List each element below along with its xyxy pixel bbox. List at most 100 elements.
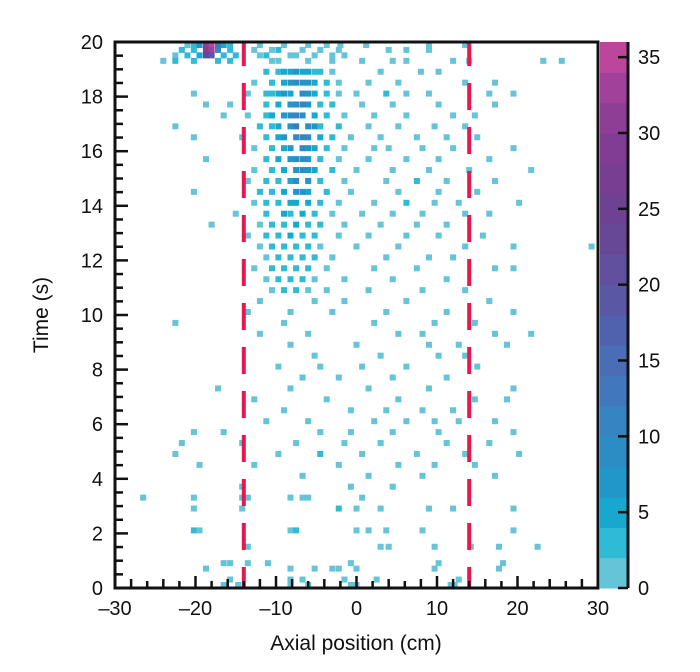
- heatmap-cell: [268, 112, 275, 119]
- heatmap-cell: [293, 112, 300, 119]
- heatmap-cell: [317, 101, 324, 108]
- heatmap-cell: [196, 52, 203, 59]
- heatmap-cell: [516, 199, 523, 206]
- heatmap-cell: [395, 461, 402, 468]
- heatmap-cell: [281, 221, 288, 228]
- heatmap-cell: [232, 52, 239, 59]
- heatmap-cell: [299, 79, 306, 86]
- heatmap-cell: [347, 134, 354, 141]
- heatmap-cell: [190, 42, 197, 49]
- heatmap-cell: [403, 363, 410, 370]
- heatmap-cell: [353, 527, 360, 534]
- heatmap-cell: [504, 396, 511, 403]
- heatmap-cell: [305, 68, 312, 75]
- heatmap-cell: [220, 581, 227, 588]
- heatmap-cell: [311, 167, 318, 174]
- heatmap-cell: [385, 145, 392, 152]
- heatmap-cell: [287, 341, 294, 348]
- colorbar-band: [600, 254, 628, 286]
- heatmap-cell: [190, 46, 197, 53]
- heatmap-cell: [335, 46, 342, 53]
- heatmap-cell: [202, 565, 209, 572]
- heatmap-cell: [403, 232, 410, 239]
- heatmap-cell: [347, 407, 354, 414]
- heatmap-cell: [256, 52, 263, 59]
- heatmap-cell: [395, 330, 402, 337]
- heatmap-cell: [347, 188, 354, 195]
- heatmap-cell: [510, 429, 517, 436]
- heatmap-cell: [359, 494, 366, 501]
- heatmap-cell: [299, 576, 306, 583]
- heatmap-cell: [383, 407, 390, 414]
- heatmap-cell: [208, 42, 215, 49]
- heatmap-cell: [435, 156, 442, 163]
- heatmap-cell: [528, 330, 535, 337]
- heatmap-cell: [268, 287, 275, 294]
- colorbar-band: [600, 436, 628, 468]
- heatmap-cell: [281, 188, 288, 195]
- heatmap-cell: [516, 450, 523, 457]
- axes: –30 –20 –10 0 10 20 30 0 2 4 6 8 10 12 14 16 18 20: [81, 32, 609, 620]
- heatmap-cell: [431, 319, 438, 326]
- heatmap-cell: [435, 101, 442, 108]
- heatmap-cell: [317, 221, 324, 228]
- heatmap-cell: [323, 396, 330, 403]
- heatmap-cell: [347, 581, 354, 588]
- heatmap-cell: [251, 145, 258, 152]
- heatmap-cell: [335, 565, 342, 572]
- heatmap-cell: [510, 243, 517, 250]
- heatmap-cell: [365, 79, 372, 86]
- heatmap-cell: [474, 363, 481, 370]
- heatmap-cell: [190, 527, 197, 534]
- heatmap-cell: [335, 505, 342, 512]
- heatmap-cell: [299, 210, 306, 217]
- heatmap-cell: [389, 374, 396, 381]
- heatmap-cell: [353, 341, 360, 348]
- heatmap-cell: [385, 46, 392, 53]
- heatmap-cell: [359, 101, 366, 108]
- heatmap-cell: [588, 243, 595, 250]
- heatmap-cell: [293, 440, 300, 447]
- heatmap-cell: [462, 450, 469, 457]
- heatmap-cell: [329, 565, 336, 572]
- heatmap-cell: [486, 156, 493, 163]
- heatmap-cell: [311, 298, 318, 305]
- heatmap-cell: [293, 101, 300, 108]
- heatmap-cell: [293, 188, 300, 195]
- heatmap-cell: [244, 232, 251, 239]
- heatmap-cell: [455, 199, 462, 206]
- heatmap-cell: [263, 418, 270, 425]
- heatmap-cell: [365, 123, 372, 130]
- heatmap-cell: [371, 319, 378, 326]
- heatmap-cell: [311, 123, 318, 130]
- heatmap-cell: [293, 123, 300, 130]
- heatmap-cell: [215, 42, 222, 49]
- y-tick-label: 14: [81, 196, 103, 218]
- heatmap-cell: [462, 243, 469, 250]
- heatmap-cell: [299, 232, 306, 239]
- heatmap-cell: [450, 112, 457, 119]
- heatmap-cell: [263, 52, 270, 59]
- heatmap-cell: [425, 42, 432, 49]
- heatmap-cell: [281, 265, 288, 272]
- y-tick-label: 10: [81, 305, 103, 327]
- heatmap-cell: [281, 167, 288, 174]
- heatmap-cell: [172, 450, 179, 457]
- heatmap-cell: [299, 276, 306, 283]
- heatmap-cell: [293, 527, 300, 534]
- heatmap-cell: [299, 112, 306, 119]
- heatmap-cell: [353, 243, 360, 250]
- heatmap-cell: [491, 265, 498, 272]
- heatmap-cell: [287, 581, 294, 588]
- heatmap-cell: [413, 221, 420, 228]
- heatmap-cell: [462, 123, 469, 130]
- heatmap-cell: [305, 79, 312, 86]
- x-tick-label: 0: [351, 598, 362, 620]
- heatmap-cell: [227, 46, 234, 53]
- heatmap-cell: [403, 418, 410, 425]
- heatmap-cell: [335, 123, 342, 130]
- heatmap-cell: [287, 527, 294, 534]
- heatmap-cell: [281, 79, 288, 86]
- heatmap-cell: [305, 167, 312, 174]
- heatmap-cell: [419, 210, 426, 217]
